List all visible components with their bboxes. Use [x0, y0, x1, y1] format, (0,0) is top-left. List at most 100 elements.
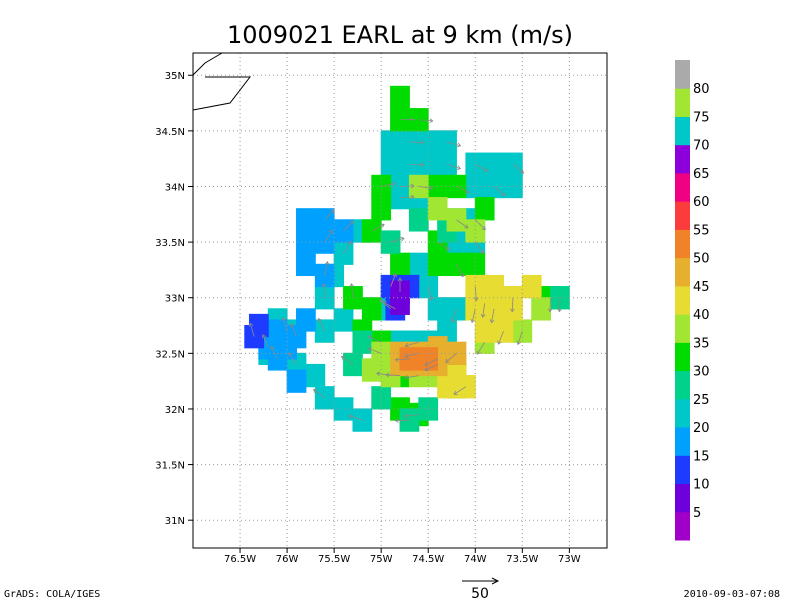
wind-arrow-head — [270, 345, 275, 351]
wind-arrow — [491, 308, 495, 323]
wind-cell — [465, 252, 486, 277]
wind-arrow-head — [450, 318, 456, 323]
wind-arrow — [324, 230, 333, 243]
colorbar-label: 5 — [693, 506, 701, 521]
wind-arrow-head — [483, 167, 489, 172]
y-tick-label: 34.5N — [155, 127, 185, 138]
wind-arrow — [399, 196, 415, 199]
wind-cell — [296, 208, 316, 232]
wind-arrow-head — [340, 355, 346, 360]
wind-cell — [418, 347, 439, 371]
wind-arrow — [367, 347, 382, 354]
colorbar-segment — [675, 201, 690, 230]
wind-cell — [521, 274, 542, 299]
wind-cell — [296, 252, 316, 277]
wind-arrow — [517, 330, 523, 345]
wind-arrow-head — [420, 140, 425, 145]
y-tick-label: 34N — [165, 182, 185, 193]
wind-arrow — [290, 323, 297, 337]
wind-arrow — [343, 220, 354, 232]
wind-arrow-head — [410, 194, 415, 200]
wind-arrow-head — [470, 318, 475, 324]
wind-cell — [390, 174, 410, 199]
y-axis-ticks: 31N 31.5N 32N 32.5N 33N 33.5N 34N 34.5N 35N — [155, 71, 193, 527]
wind-arrow-head — [312, 388, 318, 393]
wind-arrow — [456, 186, 470, 193]
wind-arrow — [399, 185, 415, 187]
wind-arrow — [559, 297, 561, 312]
wind-arrow — [343, 241, 352, 254]
wind-cell — [503, 297, 523, 321]
x-tick-label: 76W — [276, 554, 299, 565]
plot-frame — [192, 52, 608, 549]
wind-arrow-head — [501, 191, 506, 196]
wind-arrow-head — [479, 249, 484, 255]
wind-arrow-head — [516, 340, 522, 346]
wind-cell — [427, 297, 448, 321]
wind-cell — [427, 197, 448, 221]
wind-arrow — [282, 317, 288, 332]
wind-arrow — [427, 286, 432, 301]
wind-arrow — [395, 419, 410, 421]
wind-arrow-head — [376, 371, 381, 377]
wind-arrow-head — [404, 413, 409, 419]
wind-arrow — [395, 358, 410, 361]
colorbar-segment — [675, 314, 690, 343]
wind-arrow-head — [349, 283, 355, 288]
wind-arrow — [456, 219, 469, 229]
colorbar-label: 80 — [693, 82, 710, 97]
wind-cell — [408, 252, 429, 277]
colorbar-label: 70 — [693, 139, 710, 154]
y-tick-label: 35N — [165, 71, 185, 82]
wind-arrow — [404, 414, 419, 417]
y-tick-label: 33.5N — [155, 238, 185, 249]
wind-arrow — [493, 186, 506, 196]
colorbar-segment — [675, 172, 690, 202]
wind-arrow-head — [392, 272, 397, 278]
reference-vector-label: 50 — [471, 586, 489, 600]
wind-arrow — [390, 273, 397, 287]
y-tick-label: 31N — [165, 516, 185, 527]
wind-arrow — [379, 299, 391, 310]
colorbar-label: 40 — [693, 308, 710, 323]
wind-arrow — [371, 223, 385, 232]
wind-arrow — [446, 163, 461, 170]
wind-cell — [361, 219, 382, 243]
colorbar-segment — [675, 398, 690, 428]
colorbar-label: 65 — [693, 167, 710, 182]
wind-arrow-head — [367, 347, 372, 352]
wind-arrow-head — [510, 308, 515, 313]
wind-arrow-head — [321, 283, 327, 288]
wind-arrow-head — [456, 142, 462, 148]
wind-arrow-head — [456, 165, 462, 170]
colorbar-label: 60 — [693, 195, 710, 210]
y-tick-label: 31.5N — [155, 461, 185, 472]
colorbar-segment — [675, 88, 690, 117]
wind-arrow — [475, 163, 488, 172]
wind-cell — [361, 358, 382, 382]
wind-arrow — [249, 323, 255, 337]
wind-arrow — [348, 415, 363, 421]
colorbar-segment — [675, 370, 690, 400]
wind-arrow-head — [410, 117, 415, 122]
wind-arrow-head — [465, 189, 470, 194]
colorbar-segment — [675, 455, 690, 485]
wind-arrow-head — [404, 375, 409, 380]
wind-arrow-head — [424, 361, 429, 366]
colorbar-label: 75 — [693, 110, 710, 125]
wind-cell — [380, 130, 401, 154]
wind-arrow-head — [367, 335, 373, 340]
wind-arrow — [497, 330, 504, 345]
wind-arrow-head — [519, 169, 525, 174]
wind-cell — [465, 174, 486, 199]
wind-arrow — [341, 355, 354, 365]
wind-arrow-head — [394, 418, 399, 423]
colorbar-label: 20 — [693, 421, 710, 436]
colorbar-label: 35 — [693, 336, 710, 351]
wind-cell — [390, 85, 410, 110]
wind-cell — [277, 336, 297, 360]
colorbar-segment — [675, 144, 690, 174]
wind-arrow-head — [281, 317, 286, 322]
wind-arrow — [476, 342, 486, 355]
wind-arrow — [313, 389, 325, 399]
